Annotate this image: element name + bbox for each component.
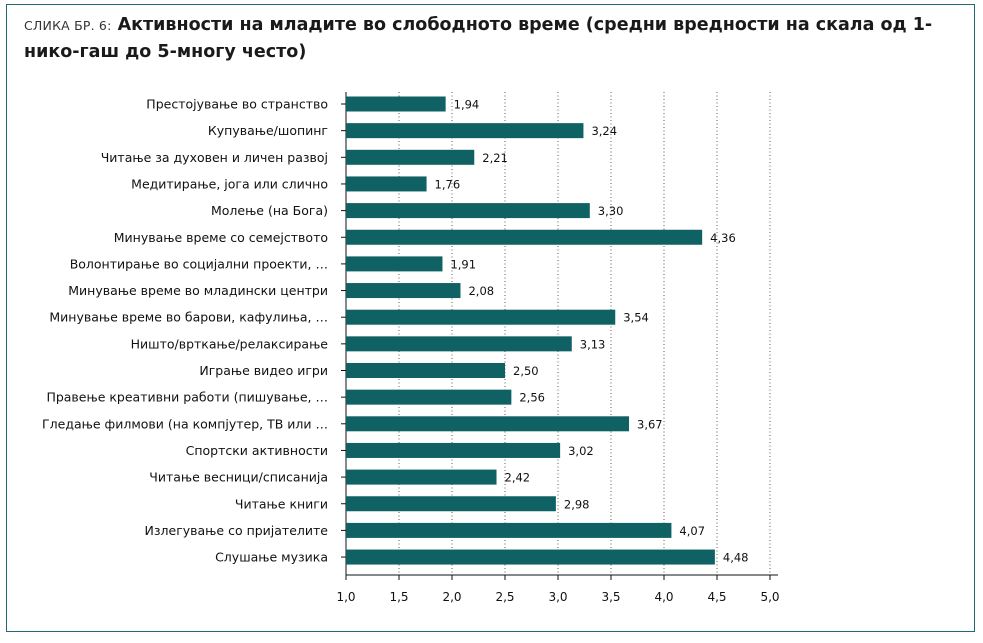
bar-value-label: 3,30 <box>598 204 624 218</box>
category-label: Слушање музика <box>215 550 328 565</box>
bar-value-label: 2,56 <box>519 391 545 405</box>
bar <box>346 469 497 485</box>
x-tick-label: 1,5 <box>389 590 408 604</box>
bar-value-label: 3,24 <box>591 124 617 138</box>
x-tick-label: 1,0 <box>336 590 355 604</box>
bar-value-label: 4,48 <box>723 551 749 565</box>
bar <box>346 176 427 192</box>
category-label: Престојување во странство <box>146 97 328 112</box>
figure-prefix: СЛИКА БР. 6: <box>24 18 112 33</box>
category-label: Минување време во младински центри <box>68 283 328 298</box>
bar-value-label: 2,98 <box>564 497 590 511</box>
bar-value-label: 2,21 <box>482 151 508 165</box>
bar <box>346 309 616 325</box>
bar-value-label: 2,42 <box>505 471 531 485</box>
category-label: Читање весници/списанија <box>149 470 328 485</box>
bar <box>346 229 703 245</box>
bar <box>346 283 461 299</box>
bar <box>346 496 556 512</box>
category-label: Волонтирање во социјални проекти, … <box>70 256 328 271</box>
bar <box>346 389 512 405</box>
bar-value-label: 3,67 <box>637 417 663 431</box>
bar <box>346 442 561 458</box>
category-label: Минување време со семејството <box>114 230 328 245</box>
category-label: Правење креативни работи (пишување, … <box>46 390 328 405</box>
category-label: Минување време во барови, кафулиња, … <box>49 310 328 325</box>
bar-value-label: 2,50 <box>513 364 539 378</box>
x-tick-label: 4,0 <box>654 590 673 604</box>
x-tick-label: 2,5 <box>495 590 514 604</box>
x-tick-label: 4,5 <box>707 590 726 604</box>
category-label: Медитирање, јога или слично <box>131 176 328 191</box>
category-label: Спортски активности <box>186 443 328 458</box>
x-tick-label: 3,5 <box>601 590 620 604</box>
figure-title-text: Активности на младите во слободното врем… <box>24 15 933 62</box>
bar <box>346 416 630 432</box>
bar <box>346 96 446 112</box>
bar-value-label: 1,91 <box>450 257 476 271</box>
bar <box>346 256 443 272</box>
bar-value-label: 3,54 <box>623 311 649 325</box>
bar <box>346 549 715 565</box>
x-tick-label: 5,0 <box>760 590 779 604</box>
bar-value-label: 1,76 <box>435 177 461 191</box>
bar-value-label: 3,13 <box>580 337 606 351</box>
category-label: Ништо/врткање/релаксирање <box>131 336 329 351</box>
bar <box>346 203 590 219</box>
bar <box>346 149 475 165</box>
bar-value-label: 4,07 <box>679 524 705 538</box>
figure-title: СЛИКА БР. 6: Активности на младите во сл… <box>24 12 954 65</box>
category-label: Читање книги <box>235 496 328 511</box>
category-label: Купување/шопинг <box>208 123 328 138</box>
x-tick-label: 3,0 <box>548 590 567 604</box>
x-tick-label: 2,0 <box>442 590 461 604</box>
bar <box>346 522 672 538</box>
category-label: Излегување со пријателите <box>145 523 329 538</box>
bar-value-label: 3,02 <box>568 444 594 458</box>
bar <box>346 336 572 352</box>
category-label: Играње видео игри <box>199 363 328 378</box>
category-label: Молење (на Бога) <box>211 203 328 218</box>
bar <box>346 363 505 378</box>
bar-value-label: 4,36 <box>710 231 736 245</box>
category-label: Читање за духовен и личен развој <box>101 150 328 165</box>
category-label: Гледање филмови (на компјутер, ТВ или … <box>42 416 328 431</box>
bar-value-label: 2,08 <box>468 284 494 298</box>
bar-value-label: 1,94 <box>454 98 480 112</box>
bar <box>346 123 584 139</box>
